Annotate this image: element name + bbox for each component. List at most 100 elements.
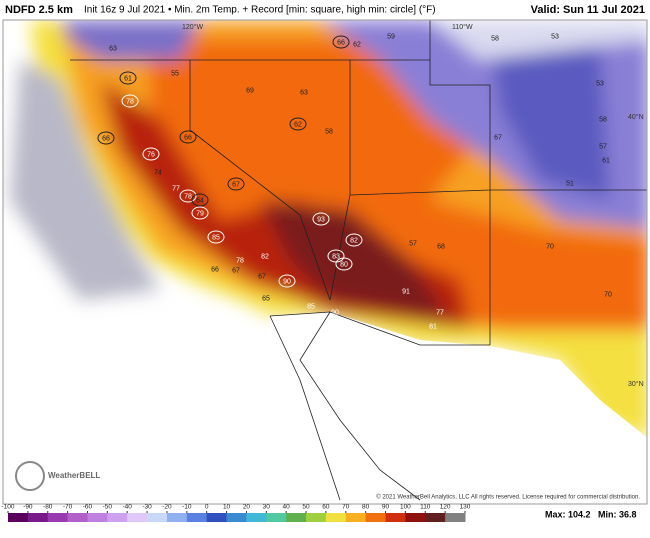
colorbar-segment <box>166 513 188 522</box>
record-circle <box>312 212 330 226</box>
colorbar-tick-label: 110 <box>420 504 431 511</box>
colorbar-segment <box>266 513 287 522</box>
station-value: 82 <box>261 253 269 260</box>
record-circle <box>142 147 160 161</box>
station-value: 70 <box>604 291 612 298</box>
colorbar-segment <box>8 513 29 522</box>
station-value: 67 <box>494 134 502 141</box>
station-value: 66 <box>211 266 219 273</box>
colorbar-tick-label: 130 <box>460 504 471 511</box>
colorbar-segment <box>87 513 108 522</box>
station-value: 68 <box>437 243 445 250</box>
station-value: 78 <box>126 98 134 105</box>
station-value: 64 <box>196 197 204 204</box>
station-value: 90 <box>283 278 291 285</box>
valid-time: Valid: Sun 11 Jul 2021 <box>531 4 645 16</box>
station-value: 51 <box>566 180 574 187</box>
station-value: 66 <box>184 134 192 141</box>
record-circle <box>191 206 209 220</box>
description: Init 16z 9 Jul 2021 • Min. 2m Temp. + Re… <box>84 5 436 16</box>
record-circle <box>179 189 197 203</box>
station-value: 58 <box>491 35 499 42</box>
colorbar-tick-label: -100 <box>1 504 14 511</box>
station-value: 59 <box>387 33 395 40</box>
copyright: © 2021 WeatherBell Analytics, LLC All ri… <box>376 494 640 501</box>
record-circle <box>332 35 350 49</box>
station-value: 85 <box>212 234 220 241</box>
record-circle <box>335 257 353 271</box>
temperature-field <box>10 20 647 439</box>
colorbar-tick-label: 30 <box>263 504 271 511</box>
colorbar-tick-label: 20 <box>243 504 251 511</box>
station-value: 80 <box>340 261 348 268</box>
station-value: 61 <box>602 157 610 164</box>
colorbar-tick-label: 40 <box>283 504 291 511</box>
colorbar-segment <box>286 513 307 522</box>
station-value: 93 <box>317 216 325 223</box>
colorbar-segment <box>206 513 228 522</box>
colorbar-segment <box>445 513 466 522</box>
header-bar <box>0 0 650 20</box>
graticule: 120°W 110°W 40°N 30°N <box>182 23 644 388</box>
logo: WeatherBELL <box>15 461 100 491</box>
station-value: 66 <box>337 39 345 46</box>
colorbar: -100 -90 -80 -70 -60 -50 -40 -30 -20 -10 0 10 20 30 40… <box>1 504 471 522</box>
colorbar-tick-label: 0 <box>205 504 209 511</box>
station-value: 69 <box>246 87 254 94</box>
colorbar-tick-label: -20 <box>162 504 172 511</box>
lat-label: 30°N <box>628 380 644 388</box>
station-value: 78 <box>236 257 244 264</box>
lon-label: 110°W <box>452 23 473 31</box>
station-value: 58 <box>325 128 333 135</box>
station-value: 62 <box>294 121 302 128</box>
station-value: 67 <box>232 267 240 274</box>
record-circle <box>207 230 225 244</box>
lat-label: 40°N <box>628 113 644 121</box>
colorbar-segment <box>147 513 168 522</box>
colorbar-tick-label: -30 <box>142 504 152 511</box>
colorbar-segment <box>345 513 367 522</box>
station-value: 79 <box>196 210 204 217</box>
station-value: 53 <box>551 33 559 40</box>
station-value: 65 <box>262 295 270 302</box>
colorbar-tick-label: -60 <box>83 504 93 511</box>
station-value: 57 <box>409 240 417 247</box>
record-circle <box>345 233 363 247</box>
colorbar-segment <box>127 513 148 522</box>
colorbar-tick-label: -40 <box>123 504 133 511</box>
station-value: 83 <box>332 253 340 260</box>
colorbar-tick-label: 70 <box>342 504 350 511</box>
colorbar-tick-label: 50 <box>302 504 310 511</box>
lon-label: 120°W <box>182 23 203 31</box>
colorbar-tick-label: -10 <box>182 504 192 511</box>
model-name: NDFD 2.5 km <box>5 4 73 16</box>
station-value: 58 <box>599 116 607 123</box>
record-circle <box>191 193 209 207</box>
station-value: 85 <box>307 303 315 310</box>
station-value: 62 <box>353 41 361 48</box>
colorbar-tick-label: -90 <box>23 504 33 511</box>
colorbar-tick-label: 90 <box>382 504 390 511</box>
colorbar-segment <box>107 513 128 522</box>
colorbar-segment <box>425 513 446 522</box>
station-value: 66 <box>102 135 110 142</box>
colorbar-tick-label: 80 <box>362 504 370 511</box>
station-value: 77 <box>172 185 180 192</box>
station-value: 76 <box>147 151 155 158</box>
colorbar-segment <box>47 513 69 522</box>
record-circle <box>289 117 307 131</box>
record-circle <box>179 130 197 144</box>
station-value: 61 <box>124 75 132 82</box>
record-circle <box>278 274 296 288</box>
station-value: 70 <box>546 243 554 250</box>
station-value: 53 <box>596 80 604 87</box>
colorbar-tick-label: -70 <box>63 504 73 511</box>
station-value: 77 <box>436 309 444 316</box>
logo-text: WeatherBELL <box>48 471 100 480</box>
station-value: 67 <box>232 181 240 188</box>
colorbar-tick-label: 10 <box>223 504 231 511</box>
borders <box>70 20 647 501</box>
colorbar-segment <box>405 513 426 522</box>
station-labels: 63 66 62 59 58 53 61 55 78 69 63 53 62 58 58 66 66 67 57 76… <box>97 33 612 330</box>
